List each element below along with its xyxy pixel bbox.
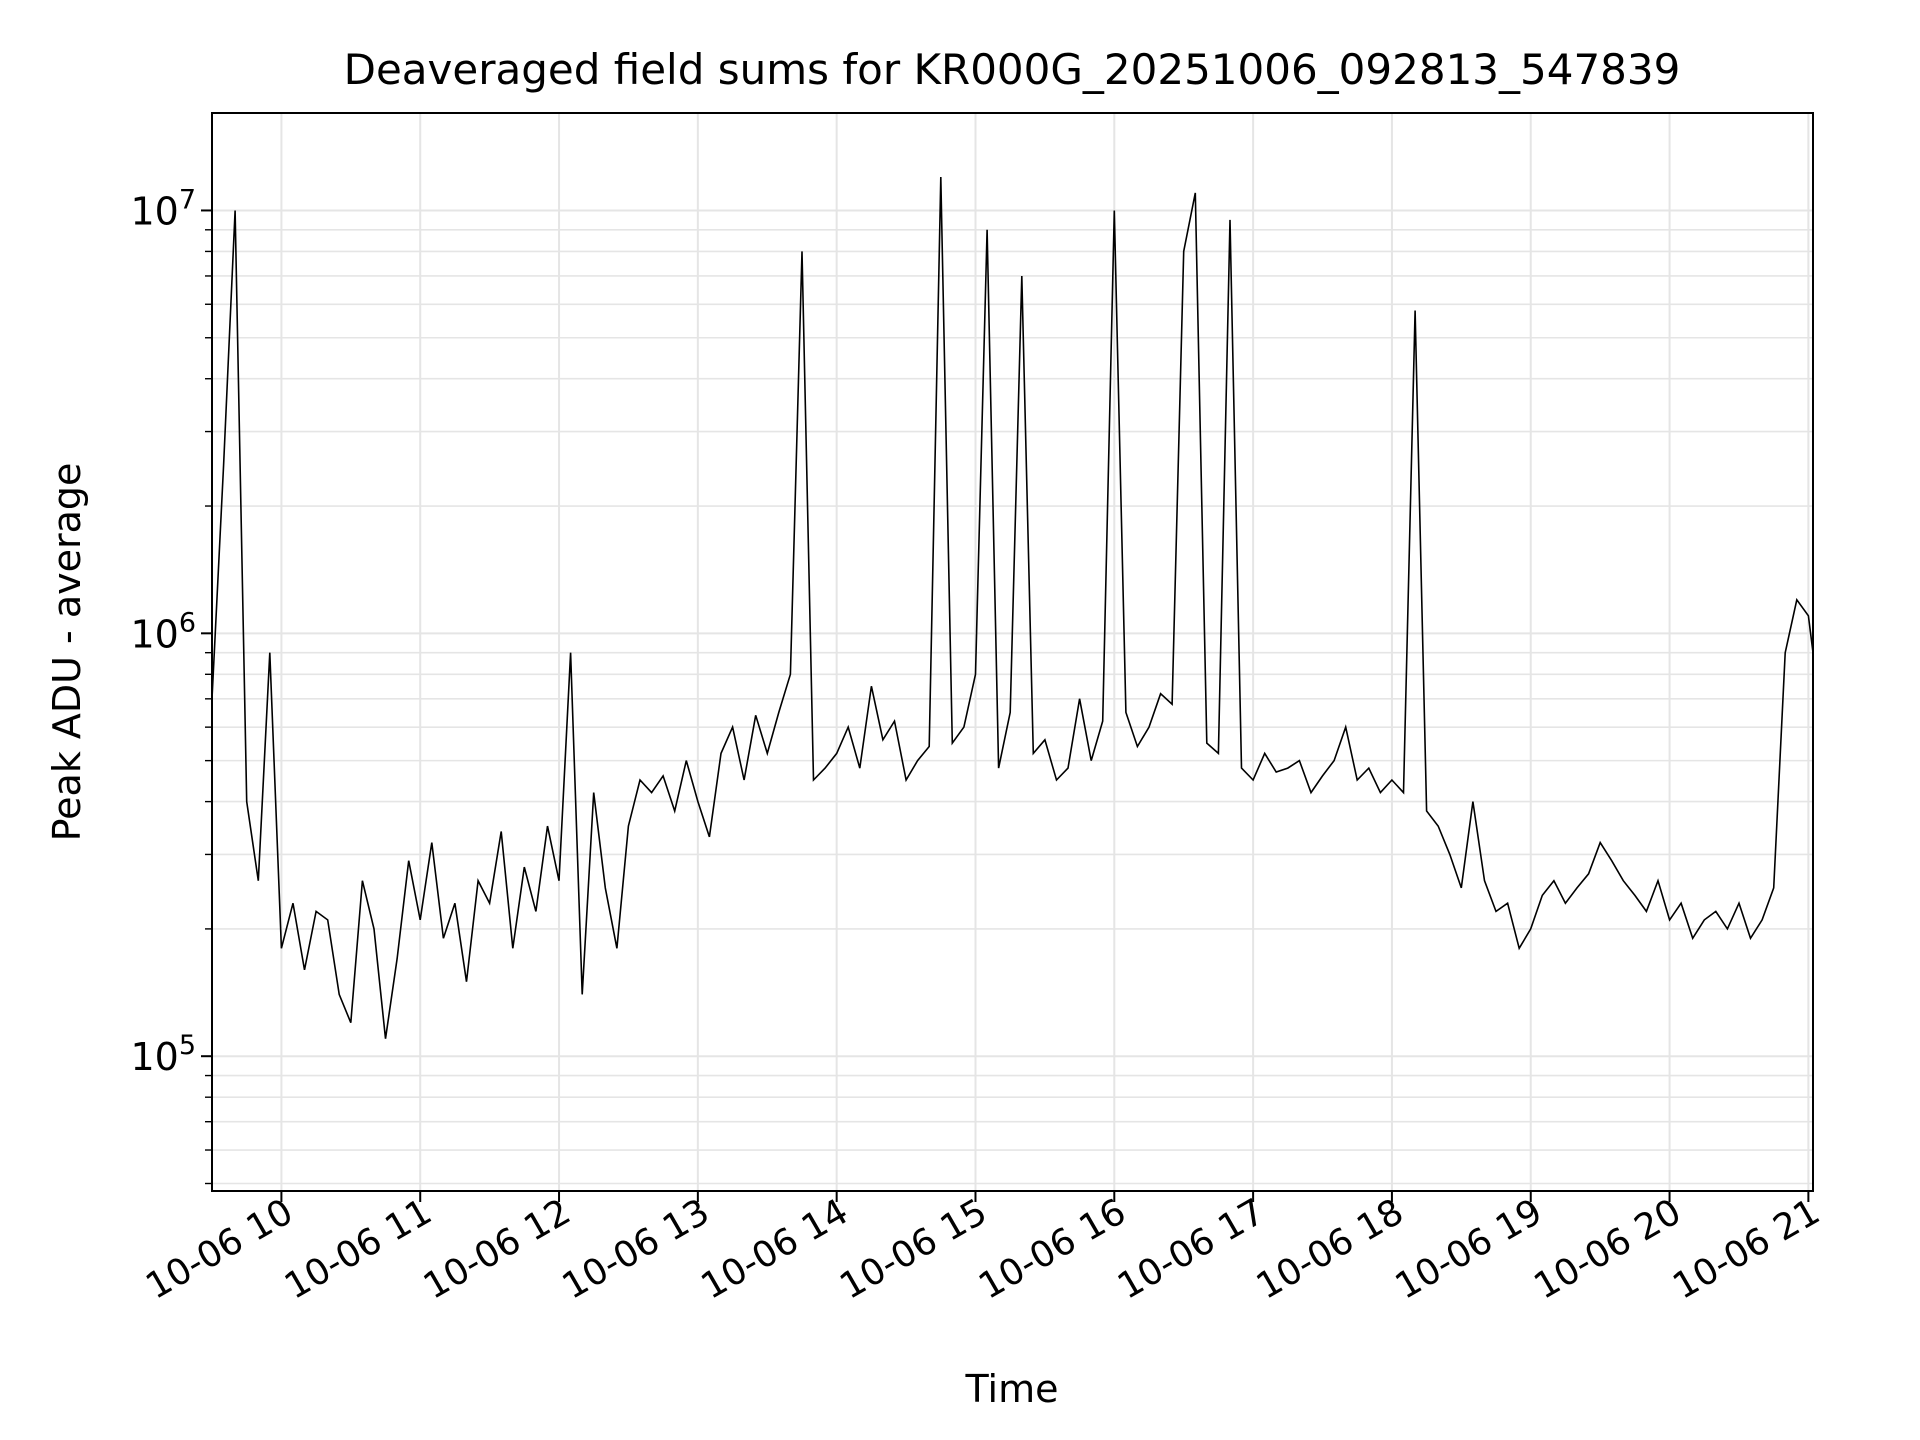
y-axis-label: Peak ADU - average (45, 463, 89, 842)
y-tick-label: 105 (130, 1030, 196, 1079)
series-group (211, 176, 1814, 1039)
y-tick-label: 107 (130, 184, 196, 233)
grid (212, 113, 1813, 1191)
chart-title: Deaveraged field sums for KR000G_2025100… (344, 45, 1681, 94)
x-axis-label: Time (965, 1367, 1059, 1411)
y-tick-label: 106 (130, 607, 196, 656)
series-line (211, 176, 1814, 1039)
y-axis: 105 106 107 (130, 184, 212, 1185)
